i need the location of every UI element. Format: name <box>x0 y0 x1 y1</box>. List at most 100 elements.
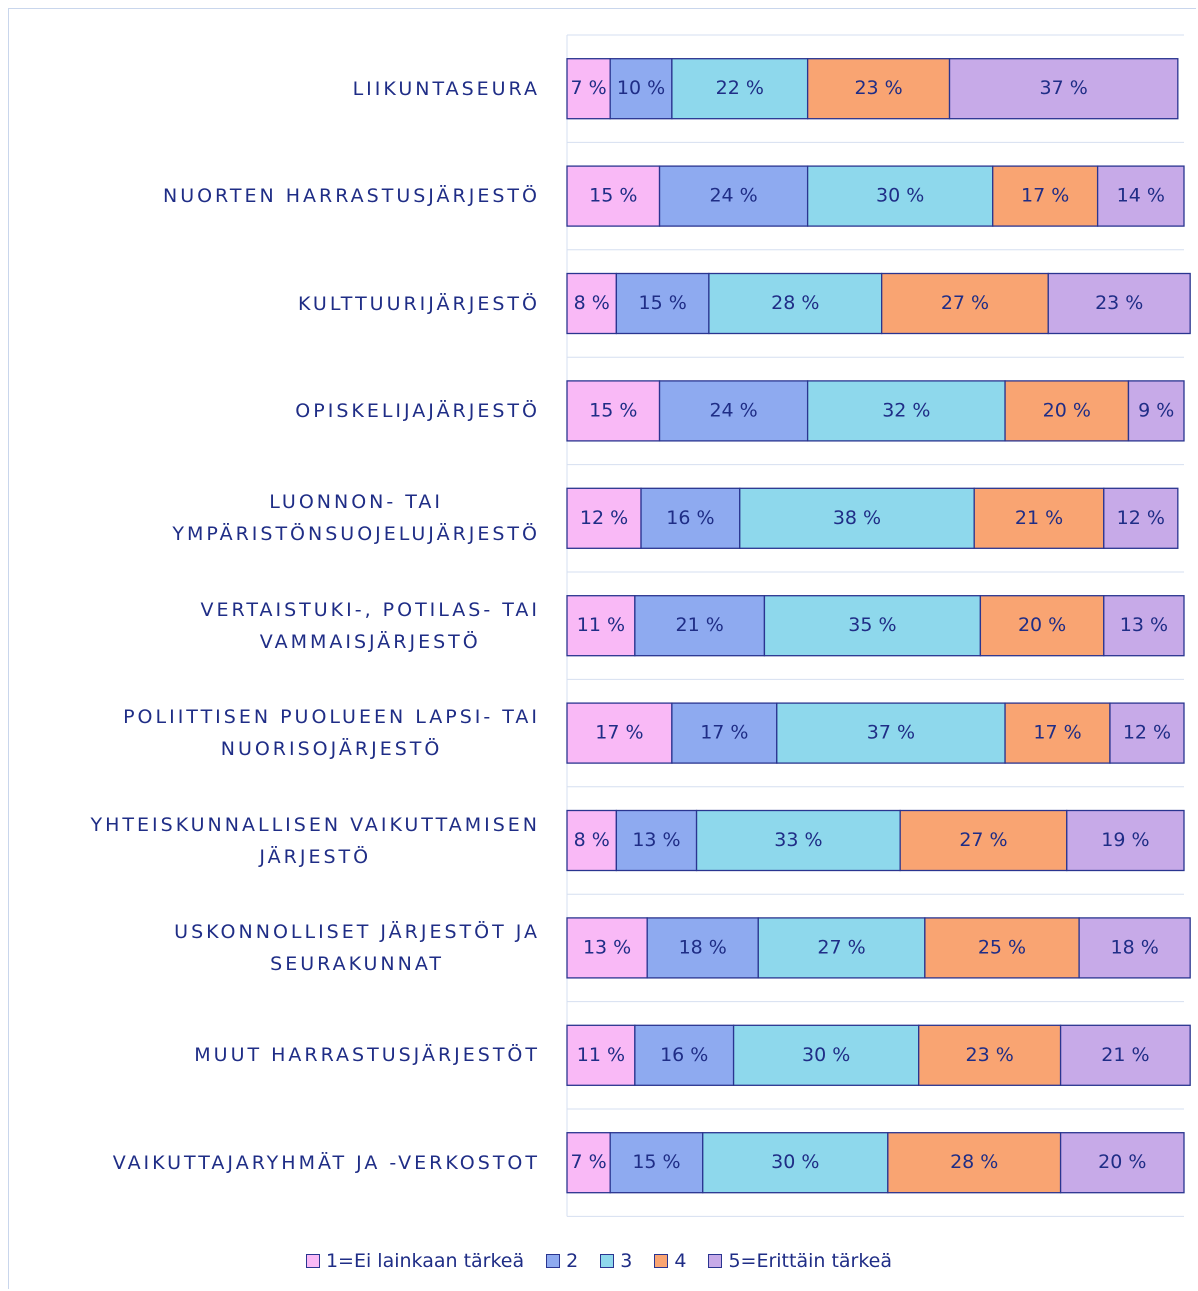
legend-item: 1=Ei lainkaan tärkeä <box>305 1250 524 1272</box>
bar-segment <box>566 272 618 335</box>
data-label: 16 % <box>660 1044 708 1066</box>
category-label: OPISKELIJAJÄRJESTÖ <box>295 399 540 422</box>
data-label: 20 % <box>1098 1151 1146 1173</box>
data-label: 15 % <box>589 399 637 421</box>
data-label: 20 % <box>1018 614 1066 636</box>
legend-swatch <box>654 1254 669 1268</box>
data-label: 18 % <box>679 936 727 958</box>
category-label-box: USKONNOLLISET JÄRJESTÖT JA SEURAKUNNAT <box>174 916 540 980</box>
data-label: 23 % <box>854 77 902 99</box>
bar-segment <box>615 809 698 872</box>
bar-segment <box>566 702 673 764</box>
bar-segment <box>1047 272 1191 335</box>
data-label: 13 % <box>1120 614 1168 636</box>
bar-segment <box>658 380 809 442</box>
bar-segment <box>739 487 975 549</box>
data-label: 21 % <box>676 614 724 636</box>
bar-segment <box>566 595 636 657</box>
data-label: 11 % <box>577 1044 625 1066</box>
data-label: 22 % <box>716 77 764 99</box>
bar-segment <box>640 487 741 549</box>
category-label: USKONNOLLISET JÄRJESTÖT JA SEURAKUNNAT <box>174 920 540 975</box>
bar-segment <box>973 487 1105 549</box>
bar-segment <box>776 702 1006 764</box>
data-label: 13 % <box>632 829 680 851</box>
data-label: 28 % <box>950 1151 998 1173</box>
bar-segment <box>1103 487 1179 549</box>
data-label: 12 % <box>1117 507 1165 529</box>
bar-segment <box>1096 165 1185 227</box>
bar-segment <box>1103 595 1185 657</box>
legend: 1=Ei lainkaan tärkeä 2 3 4 5=Erittäin tärkeä <box>0 1250 1198 1272</box>
data-label: 17 % <box>595 722 643 744</box>
data-label: 15 % <box>589 185 637 207</box>
bar-segment <box>924 917 1080 979</box>
data-label: 23 % <box>1095 292 1143 314</box>
legend-label: 3 <box>620 1250 633 1272</box>
category-label: VERTAISTUKI-, POTILAS- TAI VAMMAISJÄRJES… <box>200 598 540 653</box>
data-label: 15 % <box>638 292 686 314</box>
category-label-box: YHTEISKUNNALLISEN VAIKUTTAMISEN JÄRJESTÖ <box>91 809 540 873</box>
bar-segment <box>566 917 648 979</box>
bar-segment <box>763 595 982 657</box>
category-label-box: VERTAISTUKI-, POTILAS- TAI VAMMAISJÄRJES… <box>201 594 540 658</box>
data-label: 20 % <box>1043 399 1091 421</box>
category-label: YHTEISKUNNALLISEN VAIKUTTAMISEN JÄRJESTÖ <box>90 813 540 868</box>
bar-segment <box>566 380 661 442</box>
legend-item: 3 <box>600 1250 632 1272</box>
bar-segment <box>757 917 926 979</box>
data-label: 18 % <box>1110 936 1158 958</box>
bar-segment <box>658 165 809 227</box>
bar-segment <box>1004 380 1130 442</box>
bar-segment <box>566 1024 636 1086</box>
bar-segment <box>695 809 901 872</box>
data-label: 11 % <box>577 614 625 636</box>
data-label: 30 % <box>876 185 924 207</box>
data-label: 12 % <box>580 507 628 529</box>
bar-segment <box>992 165 1099 227</box>
bar-segment <box>566 487 642 549</box>
data-label: 27 % <box>941 292 989 314</box>
bar-segment <box>615 272 710 335</box>
bar-segment <box>671 58 809 120</box>
category-label: MUUT HARRASTUSJÄRJESTÖT <box>194 1044 540 1067</box>
data-label: 37 % <box>867 722 915 744</box>
data-label: 8 % <box>574 292 610 314</box>
category-label-box: OPISKELIJAJÄRJESTÖ <box>295 395 540 427</box>
data-label: 21 % <box>1015 507 1063 529</box>
data-label: 9 % <box>1138 399 1174 421</box>
data-label: 23 % <box>966 1044 1014 1066</box>
data-label: 37 % <box>1040 77 1088 99</box>
bar-segment <box>1066 809 1185 872</box>
legend-label: 2 <box>566 1250 579 1272</box>
bar-segment <box>646 917 759 979</box>
category-label-box: MUUT HARRASTUSJÄRJESTÖT <box>194 1039 540 1071</box>
bar-segment <box>634 595 766 657</box>
data-label: 17 % <box>1021 185 1069 207</box>
bar-segment <box>702 1132 889 1194</box>
legend-swatch <box>708 1254 723 1268</box>
data-label: 24 % <box>709 399 757 421</box>
bar-segment <box>1004 702 1111 764</box>
bar-segment <box>566 58 611 120</box>
bar-segment <box>806 165 994 227</box>
category-label-box: POLIITTISEN PUOLUEEN LAPSI- TAI NUORISOJ… <box>123 701 540 765</box>
category-label-box: LIIKUNTASEURA <box>353 73 540 105</box>
bar-segment <box>634 1024 735 1086</box>
data-label: 27 % <box>817 936 865 958</box>
bar-segment <box>1059 1132 1185 1194</box>
category-label: POLIITTISEN PUOLUEEN LAPSI- TAI NUORISOJ… <box>123 706 540 761</box>
frame <box>8 8 1196 1289</box>
bar-segment <box>979 595 1105 657</box>
category-label: LUONNON- TAI YMPÄRISTÖNSUOJELUJÄRJESTÖ <box>172 491 540 546</box>
category-label: NUORTEN HARRASTUSJÄRJESTÖ <box>162 185 540 208</box>
category-label-box: VAIKUTTAJARYHMÄT JA -VERKOSTOT <box>113 1147 540 1179</box>
data-label: 15 % <box>632 1151 680 1173</box>
bar-segment <box>566 165 661 227</box>
bar-segment <box>806 58 951 120</box>
legend-item: 4 <box>654 1250 686 1272</box>
legend-swatch <box>546 1254 561 1268</box>
category-label: LIIKUNTASEURA <box>352 77 540 100</box>
data-label: 28 % <box>771 292 819 314</box>
